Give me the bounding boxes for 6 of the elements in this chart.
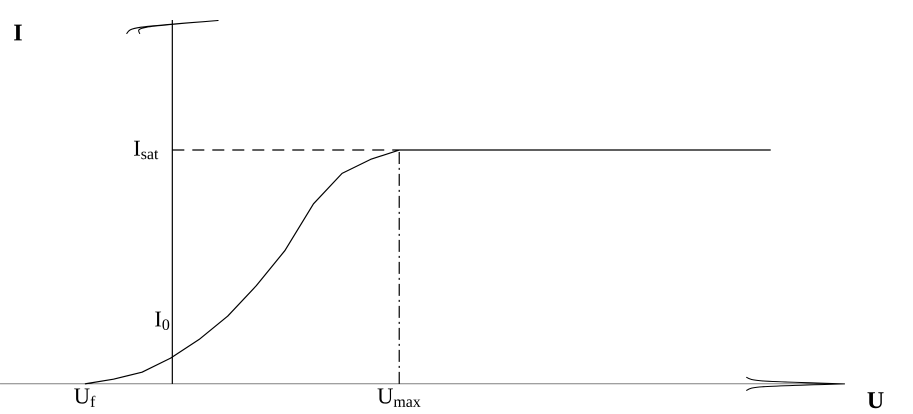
x-tick-label: U$_{f}$ [74,388,96,407]
x-tick-label: U$_{max}$ [378,388,421,408]
text: I [14,24,22,40]
annotation: I$_{0}$ [155,312,170,330]
ref-line-label: I$_{sat}$ [134,140,158,160]
x-axis-title: U [867,392,884,408]
